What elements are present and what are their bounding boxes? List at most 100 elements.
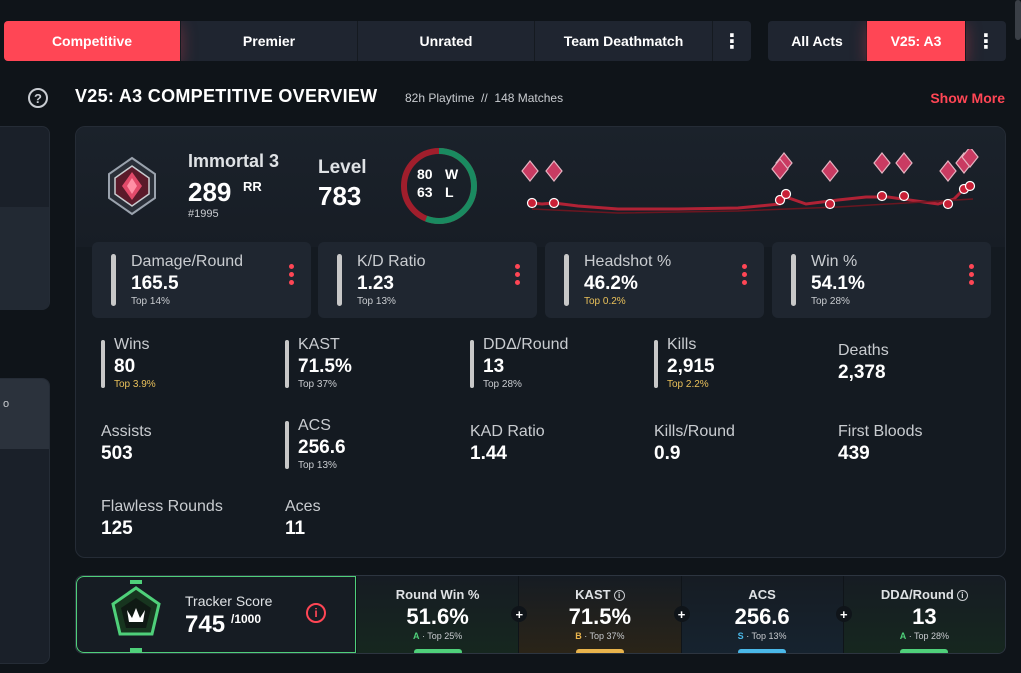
tracker-segment-acs[interactable]: + ACS 256.6 S · Top 13% bbox=[673, 576, 843, 653]
plus-icon: + bbox=[673, 606, 690, 622]
tracker-score-strip: Tracker Score 745 /1000 i Round Win % 51… bbox=[75, 575, 1006, 654]
stat-value: 503 bbox=[101, 443, 133, 464]
tracker-score-label: Tracker Score bbox=[185, 593, 273, 609]
queue-tabs: Competitive Premier Unrated Team Deathma… bbox=[4, 21, 751, 61]
meta-separator: // bbox=[481, 91, 488, 105]
stat-value: 71.5% bbox=[298, 356, 352, 377]
losses-count: 63 bbox=[417, 184, 433, 200]
stat-label: KAD Ratio bbox=[470, 423, 545, 440]
info-icon[interactable]: i bbox=[956, 590, 968, 601]
segment-label: DDΔ/Round i bbox=[844, 587, 1005, 602]
more-options-icon[interactable] bbox=[515, 264, 521, 288]
tracker-score-value: 745 bbox=[185, 611, 226, 638]
stat-label: Deaths bbox=[838, 342, 889, 359]
grade-pill bbox=[413, 649, 462, 653]
tracker-segment-kast[interactable]: + KAST i 71.5% B · Top 37% bbox=[511, 576, 681, 653]
tracker-segment-ddr[interactable]: + DDΔ/Round i 13 A · Top 28% bbox=[835, 576, 1005, 653]
grade-letter: B bbox=[575, 631, 582, 641]
tracker-segment-round-win[interactable]: Round Win % 51.6% A · Top 25% bbox=[356, 576, 519, 653]
level-value: 783 bbox=[318, 181, 362, 211]
stat-percentile: Top 28% bbox=[483, 379, 522, 390]
stat-percentile: Top 14% bbox=[131, 296, 170, 307]
show-more-link[interactable]: Show More bbox=[930, 90, 1005, 106]
leaderboard-rank: #1995 bbox=[188, 208, 219, 220]
grade-letter: A bbox=[899, 631, 907, 641]
segment-label-text: KAST bbox=[575, 587, 611, 602]
segment-value: 51.6% bbox=[406, 604, 469, 629]
segment-value: 256.6 bbox=[734, 604, 790, 629]
more-acts-icon[interactable]: ⋮ bbox=[976, 30, 996, 53]
immortal-rank-icon bbox=[108, 156, 156, 216]
win-loss-ring bbox=[401, 148, 477, 224]
stat-percentile: Top 13% bbox=[298, 460, 337, 471]
wins-count: 80 bbox=[417, 166, 433, 182]
rank-rating: 289 bbox=[188, 177, 232, 207]
scrollbar[interactable] bbox=[1015, 0, 1021, 40]
stat-percentile: Top 13% bbox=[357, 296, 396, 307]
tab-unrated[interactable]: Unrated bbox=[358, 21, 535, 61]
tab-premier[interactable]: Premier bbox=[181, 21, 358, 61]
stat-percentile: Top 0.2% bbox=[584, 296, 626, 307]
stat-value: 2,915 bbox=[667, 356, 715, 377]
rank-hero: Immortal 3 289 RR #1995 Level 783 80 W 6… bbox=[76, 127, 1005, 247]
stat-value: 54.1% bbox=[811, 273, 865, 294]
grade-pill bbox=[575, 649, 624, 653]
stat-value: 80 bbox=[114, 356, 136, 377]
stat-label: Wins bbox=[114, 336, 150, 353]
rank-rating-unit: RR bbox=[243, 179, 262, 194]
info-icon[interactable]: i bbox=[613, 590, 625, 601]
segment-percentile: Top 28% bbox=[914, 631, 950, 641]
more-options-icon[interactable] bbox=[969, 264, 975, 288]
stat-value: 125 bbox=[101, 518, 133, 539]
tab-all-acts[interactable]: All Acts bbox=[768, 21, 867, 61]
tab-current-act[interactable]: V25: A3 bbox=[867, 21, 966, 61]
grade-letter: A bbox=[412, 631, 420, 641]
plus-icon: + bbox=[835, 606, 852, 622]
segment-grade: A · Top 28% bbox=[899, 631, 950, 641]
wins-letter: W bbox=[445, 166, 459, 182]
stat-value: 1.23 bbox=[357, 273, 394, 294]
segment-percentile: Top 37% bbox=[589, 631, 625, 641]
stat-label: Aces bbox=[285, 498, 321, 515]
stat-label: Assists bbox=[101, 423, 152, 440]
grade-letter: S bbox=[737, 631, 744, 641]
stat-label: K/D Ratio bbox=[357, 253, 426, 270]
more-options-icon[interactable] bbox=[289, 264, 295, 288]
segment-label: Round Win % bbox=[395, 587, 480, 602]
win-arc bbox=[401, 148, 477, 224]
stat-value: 13 bbox=[483, 356, 505, 377]
stat-card-damage-round: Damage/Round 165.5 Top 14% bbox=[92, 242, 311, 318]
overview-meta: 82h Playtime // 148 Matches bbox=[405, 91, 563, 105]
playtime: 82h Playtime bbox=[405, 91, 475, 105]
segment-value: 13 bbox=[912, 604, 937, 629]
tracker-info-icon[interactable]: i bbox=[306, 603, 326, 623]
segment-label-text: DDΔ/Round bbox=[880, 587, 954, 602]
segment-value: 71.5% bbox=[568, 604, 632, 629]
stat-card-win-percent: Win % 54.1% Top 28% bbox=[772, 242, 991, 318]
more-queues-icon[interactable]: ⋮ bbox=[722, 30, 742, 53]
level-label: Level bbox=[318, 157, 367, 178]
tracker-score-max: /1000 bbox=[231, 612, 262, 626]
help-icon[interactable]: ? bbox=[28, 88, 48, 108]
segment-grade: S · Top 13% bbox=[737, 631, 787, 641]
stat-percentile: Top 28% bbox=[811, 296, 850, 307]
stat-percentile: Top 3.9% bbox=[114, 379, 156, 390]
segment-percentile: Top 25% bbox=[427, 631, 463, 641]
stat-value: 1.44 bbox=[470, 443, 507, 464]
stat-label: DDΔ/Round bbox=[483, 336, 569, 353]
stat-value: 165.5 bbox=[131, 273, 179, 294]
stat-value: 46.2% bbox=[584, 273, 638, 294]
stat-value: 2,378 bbox=[838, 362, 886, 383]
grade-pill bbox=[738, 649, 787, 653]
act-tabs: All Acts V25: A3 ⋮ bbox=[768, 21, 1006, 61]
tab-competitive[interactable]: Competitive bbox=[4, 21, 181, 61]
segment-grade: B · Top 37% bbox=[575, 631, 625, 641]
segment-percentile: Top 13% bbox=[751, 631, 787, 641]
stat-label: Headshot % bbox=[584, 253, 672, 270]
match-count: 148 Matches bbox=[494, 91, 564, 105]
more-options-icon[interactable] bbox=[742, 264, 748, 288]
segment-label: KAST i bbox=[519, 587, 680, 602]
stat-label: ACS bbox=[298, 417, 331, 434]
tracker-score-card[interactable]: Tracker Score 745 /1000 i bbox=[76, 576, 356, 653]
tab-team-deathmatch[interactable]: Team Deathmatch bbox=[535, 21, 713, 61]
